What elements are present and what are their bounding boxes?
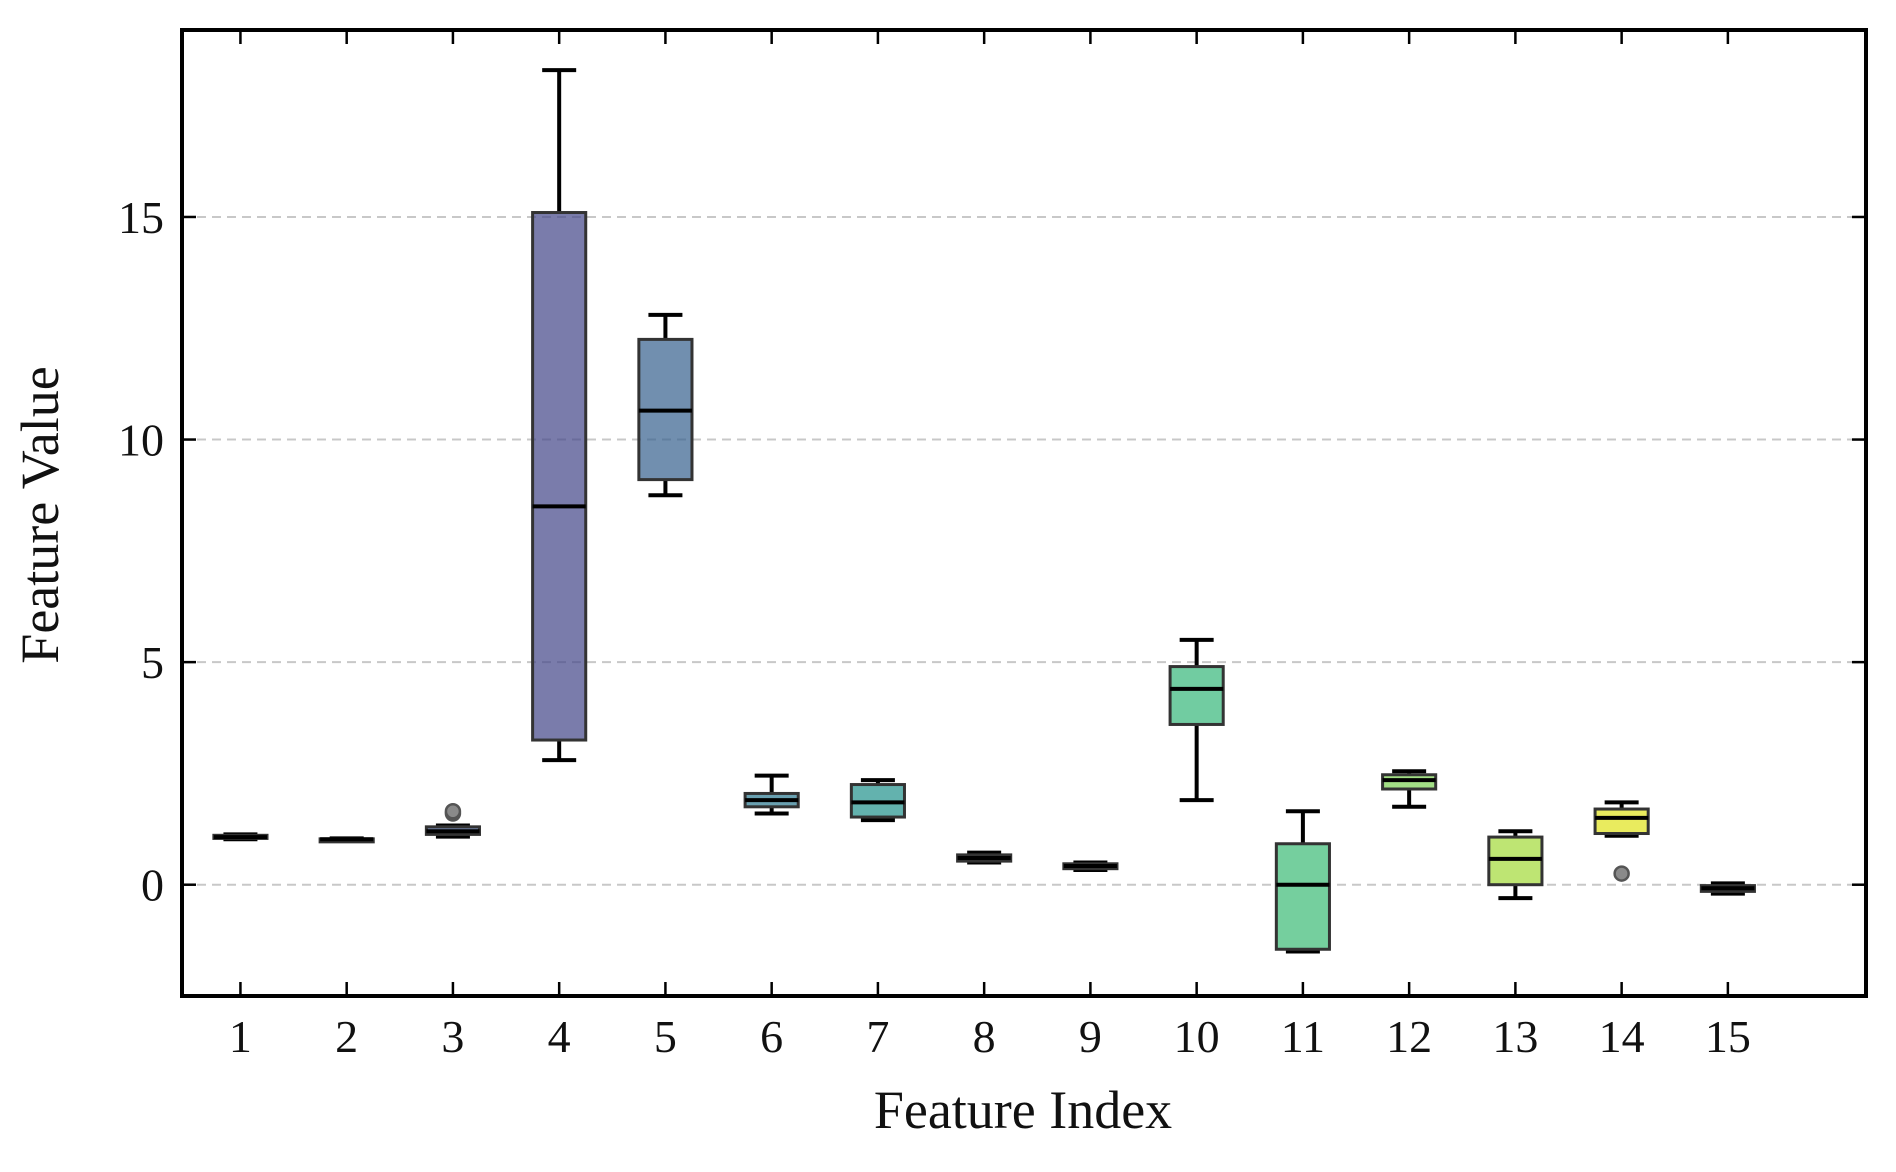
plot-frame — [180, 28, 1868, 998]
outlier-point — [1613, 865, 1630, 882]
x-tick-label: 11 — [1281, 1011, 1325, 1062]
x-tick-label: 12 — [1386, 1011, 1432, 1062]
frame-layer — [180, 28, 1868, 998]
x-tick-label: 15 — [1705, 1011, 1751, 1062]
box-1 — [212, 832, 269, 842]
y-tick-label: 15 — [118, 192, 164, 243]
box-body — [1593, 807, 1650, 836]
box-body — [1168, 665, 1225, 726]
y-tick-label: 5 — [141, 637, 164, 688]
x-tick-label: 2 — [335, 1011, 358, 1062]
x-tick-label: 13 — [1492, 1011, 1538, 1062]
y-tick-label: 0 — [141, 860, 164, 911]
box-2 — [318, 836, 375, 844]
box-14 — [1593, 800, 1650, 882]
x-axis-title: Feature Index — [874, 1080, 1172, 1140]
box-11 — [1274, 809, 1331, 954]
box-4 — [531, 68, 588, 763]
y-axis-title: Feature Value — [10, 366, 70, 663]
box-6 — [743, 773, 800, 816]
box-body — [1487, 835, 1544, 887]
grid-layer — [182, 215, 1866, 886]
outlier-point — [444, 803, 462, 820]
box-15 — [1699, 881, 1756, 896]
x-tick-label: 3 — [441, 1011, 464, 1062]
x-tick-label: 10 — [1174, 1011, 1220, 1062]
box-7 — [849, 778, 906, 823]
x-tick-label: 1 — [229, 1011, 252, 1062]
box-10 — [1168, 637, 1225, 803]
box-13 — [1487, 829, 1544, 901]
x-tick-label: 14 — [1599, 1011, 1645, 1062]
y-tick-label: 10 — [118, 415, 164, 466]
box-5 — [637, 312, 694, 498]
box-body — [531, 211, 588, 742]
box-3 — [424, 803, 481, 839]
box-body — [1274, 842, 1331, 951]
box-8 — [956, 850, 1013, 865]
x-tick-label: 5 — [654, 1011, 677, 1062]
x-tick-label: 4 — [548, 1011, 571, 1062]
box-9 — [1062, 860, 1119, 873]
box-12 — [1381, 769, 1438, 809]
x-tick-label: 8 — [973, 1011, 996, 1062]
x-tick-label: 7 — [866, 1011, 889, 1062]
box-layer — [212, 68, 1756, 954]
x-tick-label: 6 — [760, 1011, 783, 1062]
x-tick-label: 9 — [1079, 1011, 1102, 1062]
